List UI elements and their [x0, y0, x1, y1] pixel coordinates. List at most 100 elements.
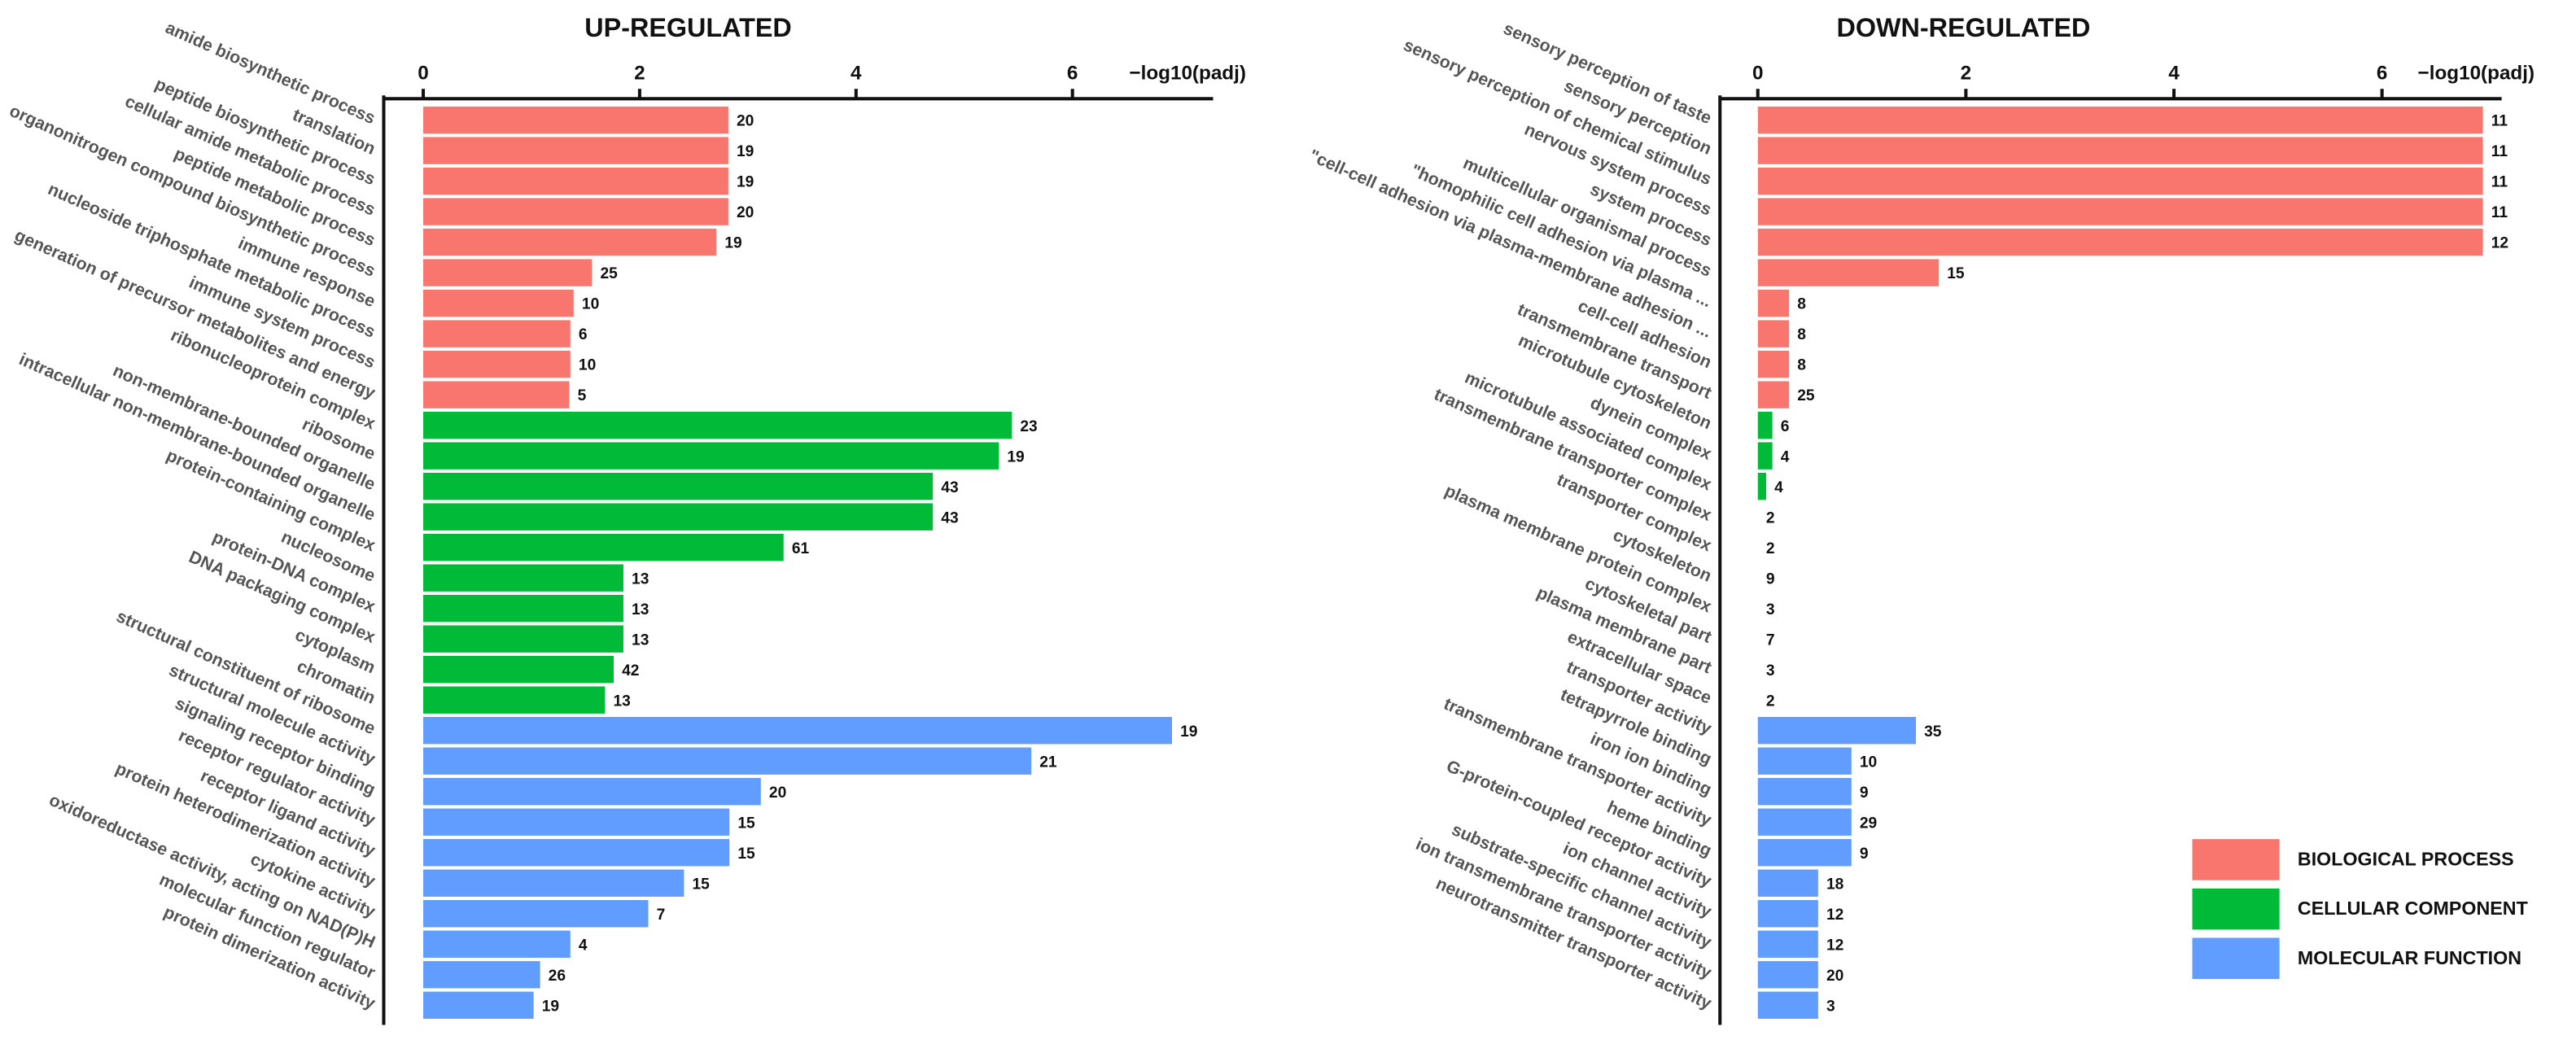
count-label: 15 — [737, 845, 755, 863]
count-label: 11 — [2491, 113, 2508, 130]
count-label: 2 — [1766, 540, 1775, 557]
count-label: 10 — [579, 357, 596, 374]
count-label: 11 — [2491, 204, 2508, 221]
count-label: 9 — [1860, 845, 1869, 863]
count-label: 6 — [579, 326, 588, 343]
x-tick-label: 6 — [1067, 62, 1078, 84]
count-label: 18 — [1826, 876, 1844, 893]
count-label: 19 — [724, 235, 741, 252]
bar — [423, 106, 728, 134]
count-label: 8 — [1797, 296, 1806, 313]
count-label: 3 — [1766, 601, 1775, 618]
count-label: 7 — [657, 907, 666, 924]
count-label: 10 — [1860, 754, 1877, 771]
count-label: 19 — [542, 998, 559, 1015]
count-label: 19 — [737, 174, 754, 191]
count-label: 20 — [737, 204, 754, 221]
count-label: 25 — [601, 265, 619, 282]
count-label: 3 — [1826, 998, 1835, 1015]
bar — [423, 442, 999, 470]
count-label: 15 — [737, 815, 755, 832]
bar — [1757, 991, 1818, 1019]
bar — [1757, 442, 1773, 470]
bar — [423, 778, 761, 806]
count-label: 19 — [1180, 723, 1197, 741]
bar — [423, 564, 623, 592]
bar — [423, 411, 1012, 439]
bar — [423, 686, 606, 714]
bar — [423, 167, 728, 195]
chart-title: UP-REGULATED — [584, 13, 791, 42]
count-label: 12 — [2491, 235, 2508, 252]
count-label: 9 — [1766, 570, 1775, 588]
bar — [1757, 472, 1766, 500]
x-tick-label: 4 — [851, 62, 862, 84]
count-label: 8 — [1797, 326, 1806, 343]
bar — [1757, 961, 1818, 989]
count-label: 13 — [632, 601, 649, 618]
bar — [423, 198, 728, 225]
bar — [1757, 717, 1917, 745]
count-label: 19 — [737, 143, 754, 160]
bar — [1757, 869, 1818, 897]
count-label: 43 — [941, 509, 958, 526]
bar — [1757, 320, 1790, 347]
count-label: 61 — [792, 540, 810, 557]
bar — [1757, 808, 1852, 836]
count-label: 29 — [1860, 815, 1877, 832]
count-label: 12 — [1826, 937, 1843, 954]
bar — [423, 350, 571, 378]
bar — [423, 595, 623, 623]
x-tick-label: 2 — [1961, 62, 1972, 84]
count-label: 26 — [549, 968, 566, 985]
bar — [423, 930, 571, 958]
count-label: 4 — [1781, 448, 1790, 465]
count-label: 42 — [622, 662, 639, 679]
count-label: 2 — [1766, 693, 1775, 710]
x-axis-label: −log10(padj) — [1129, 62, 1246, 84]
bar — [1757, 289, 1790, 317]
bar — [1757, 381, 1790, 409]
bar — [1757, 259, 1940, 286]
bar — [1757, 106, 2483, 134]
count-label: 19 — [1007, 448, 1024, 465]
count-label: 35 — [1924, 723, 1942, 741]
bar — [423, 259, 593, 286]
count-label: 4 — [579, 937, 588, 954]
legend-swatch — [2192, 839, 2280, 880]
bar — [1757, 930, 1818, 958]
bar — [1757, 198, 2483, 225]
bar — [1757, 900, 1818, 928]
count-label: 2 — [1766, 509, 1775, 526]
bar — [423, 381, 570, 409]
x-tick-label: 6 — [2377, 62, 2388, 84]
bar — [423, 839, 730, 867]
bar — [423, 808, 730, 836]
bar — [423, 961, 540, 989]
x-tick-label: 0 — [1752, 62, 1764, 84]
legend-label: BIOLOGICAL PROCESS — [2298, 849, 2514, 870]
bar — [423, 717, 1172, 745]
count-label: 7 — [1766, 631, 1775, 649]
category-label: amide biosynthetic process — [163, 19, 378, 129]
bar — [423, 320, 571, 347]
count-label: 43 — [941, 479, 958, 496]
count-label: 20 — [769, 784, 786, 802]
legend-label: MOLECULAR FUNCTION — [2298, 947, 2521, 968]
bar — [1757, 411, 1773, 439]
count-label: 11 — [2491, 174, 2508, 191]
bar — [1757, 747, 1852, 775]
count-label: 20 — [737, 113, 754, 130]
count-label: 15 — [693, 876, 711, 893]
count-label: 23 — [1020, 418, 1037, 435]
bar — [423, 747, 1032, 775]
x-axis-label: −log10(padj) — [2418, 62, 2535, 84]
bar — [1757, 778, 1852, 806]
bar — [423, 656, 614, 684]
legend-swatch — [2192, 888, 2280, 930]
bar — [423, 472, 934, 500]
count-label: 21 — [1039, 754, 1057, 771]
bar — [1757, 350, 1790, 378]
count-label: 13 — [632, 631, 649, 649]
x-tick-label: 4 — [2168, 62, 2180, 84]
